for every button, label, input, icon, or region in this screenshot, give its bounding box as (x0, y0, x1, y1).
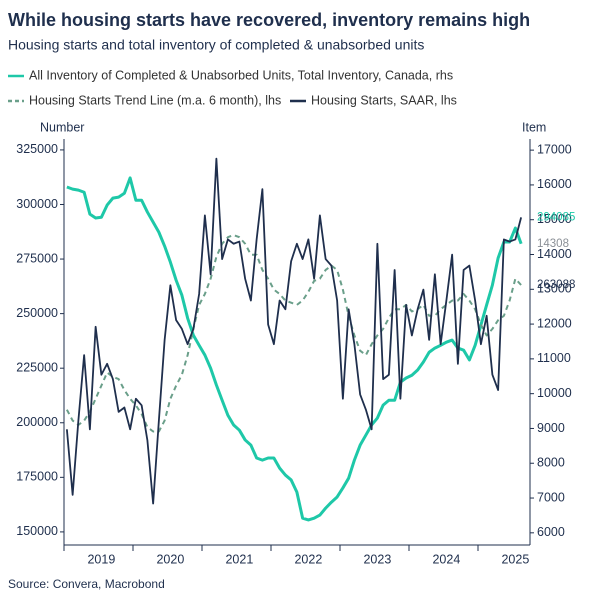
legend-label: All Inventory of Completed & Unabsorbed … (29, 68, 453, 82)
y2-tick-label: 12000 (537, 316, 572, 330)
y2-tick-label: 11000 (537, 351, 571, 365)
y-tick-label: 150000 (16, 524, 58, 538)
x-tick-label: 2022 (294, 552, 322, 566)
y2-tick-label: 15000 (537, 212, 572, 226)
x-tick-label: 2020 (156, 552, 184, 566)
y-tick-label: 175000 (16, 470, 58, 484)
chart-subtitle: Housing starts and total inventory of co… (8, 37, 424, 53)
last-value-label: 14308 (537, 238, 569, 250)
y2-axis-label: Item (522, 120, 546, 134)
y2-tick-label: 10000 (537, 386, 572, 400)
chart-title: While housing starts have recovered, inv… (8, 10, 530, 30)
y2-tick-label: 13000 (537, 282, 572, 296)
x-tick-label: 2025 (501, 552, 529, 566)
y2-tick-label: 16000 (537, 177, 572, 191)
y-tick-label: 200000 (16, 415, 58, 429)
y-tick-label: 225000 (16, 360, 58, 374)
y-tick-label: 300000 (16, 197, 58, 211)
series-line (65, 157, 523, 505)
y-tick-label: 275000 (16, 251, 58, 265)
series-line (66, 176, 523, 522)
y-axis-label: Number (40, 120, 84, 134)
x-tick-label: 2021 (225, 552, 253, 566)
x-tick-label: 2023 (363, 552, 391, 566)
x-tick-label: 2019 (87, 552, 115, 566)
y2-tick-label: 6000 (537, 525, 565, 539)
legend-label: Housing Starts, SAAR, lhs (311, 93, 457, 107)
y2-tick-label: 7000 (537, 490, 565, 504)
y2-tick-label: 14000 (537, 247, 572, 261)
y2-tick-label: 17000 (537, 142, 572, 156)
legend-label: Housing Starts Trend Line (m.a. 6 month)… (29, 93, 281, 107)
x-tick-label: 2024 (432, 552, 460, 566)
last-value-label: 263088 (537, 279, 575, 291)
y2-tick-label: 8000 (537, 456, 565, 470)
source: Source: Convera, Macrobond (8, 577, 165, 591)
last-value-label: 294085 (537, 211, 575, 223)
y2-tick-label: 9000 (537, 421, 565, 435)
y-tick-label: 325000 (16, 142, 58, 156)
y-tick-label: 250000 (16, 306, 58, 320)
